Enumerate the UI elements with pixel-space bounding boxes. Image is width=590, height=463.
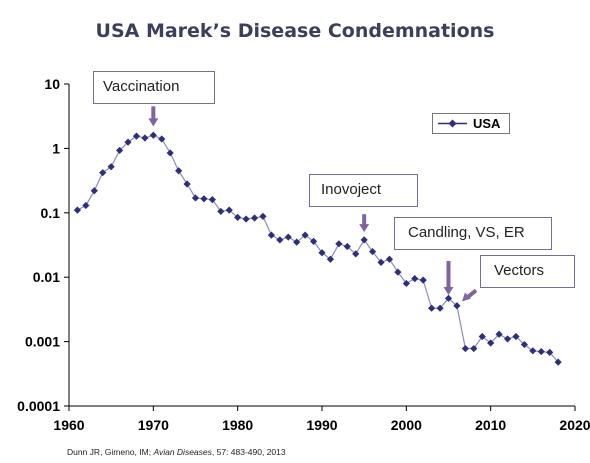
data-point xyxy=(175,167,183,175)
data-point xyxy=(309,237,318,245)
x-tick-label: 2010 xyxy=(475,417,506,433)
citation: Dunn JR, Gimeno, IM; Avian Diseases, 57:… xyxy=(67,447,286,457)
annotation-arrow-shaft xyxy=(151,106,156,120)
data-point xyxy=(554,358,562,366)
data-point xyxy=(411,275,419,283)
data-point xyxy=(208,196,216,204)
data-point xyxy=(107,163,115,171)
x-tick-label: 2000 xyxy=(391,417,422,433)
data-point xyxy=(360,236,368,244)
data-point xyxy=(419,276,427,284)
data-point xyxy=(335,240,343,248)
data-point xyxy=(116,146,124,155)
series-layer xyxy=(73,131,562,366)
citation-authors: Dunn JR, Gimeno, IM; xyxy=(67,447,154,457)
y-tick-label: 0.1 xyxy=(41,205,61,221)
data-point xyxy=(512,332,520,341)
y-tick-label: 10 xyxy=(44,76,60,92)
data-point xyxy=(276,236,284,244)
citation-journal: Avian Diseases xyxy=(153,447,212,457)
data-point xyxy=(191,194,200,202)
data-point xyxy=(478,332,486,341)
data-point xyxy=(301,231,309,239)
annotation-arrow-shaft xyxy=(446,260,451,288)
data-point xyxy=(90,187,98,195)
data-point xyxy=(259,212,267,220)
data-point xyxy=(242,215,250,223)
data-point xyxy=(158,135,166,143)
x-tick-label: 1960 xyxy=(53,417,84,433)
citation-details: , 57: 483-490, 2013 xyxy=(211,447,286,457)
data-point xyxy=(546,348,554,356)
x-tick-label: 2020 xyxy=(559,417,590,433)
annotation-arrows xyxy=(148,106,478,302)
data-point xyxy=(470,344,478,353)
annotation-inovoject: Inovoject xyxy=(309,174,418,207)
data-point xyxy=(293,238,301,246)
data-point xyxy=(250,214,259,222)
data-point xyxy=(352,250,360,258)
data-point xyxy=(234,213,242,221)
y-tick-label: 0.01 xyxy=(33,269,60,285)
tick-labels: 0.0001 0.001 0.01 0.1 1 10 1960 1970 1980 1990 200… xyxy=(17,76,590,433)
x-tick-label: 1980 xyxy=(222,417,253,433)
data-point xyxy=(529,347,537,355)
legend-label-usa: USA xyxy=(473,116,501,131)
data-point xyxy=(394,268,402,276)
annotation-arrow-head xyxy=(359,224,370,233)
data-point xyxy=(402,279,410,288)
data-point xyxy=(520,340,528,349)
data-point xyxy=(284,233,292,241)
data-point xyxy=(503,335,512,343)
annotation-candling: Candling, VS, ER xyxy=(394,217,552,250)
annotation-arrow-shaft xyxy=(362,214,367,226)
data-point xyxy=(99,169,107,177)
annotation-vectors: Vectors xyxy=(480,255,575,288)
x-tick-label: 1970 xyxy=(138,417,169,433)
data-point xyxy=(369,247,377,256)
chart-title: USA Marek’s Disease Condemnations xyxy=(95,20,495,42)
data-point xyxy=(428,304,436,312)
data-point xyxy=(444,294,453,302)
y-tick-label: 0.001 xyxy=(25,334,60,350)
data-point xyxy=(200,195,208,203)
data-point xyxy=(183,180,191,188)
data-point xyxy=(326,255,335,263)
legend-marker xyxy=(438,119,467,128)
annotation-arrow-head xyxy=(443,286,454,295)
data-point xyxy=(166,149,174,157)
annotation-arrow-head xyxy=(148,118,159,127)
data-point xyxy=(537,347,545,356)
data-point xyxy=(436,304,444,312)
data-point xyxy=(149,131,157,139)
data-point xyxy=(495,330,503,338)
legend: USA xyxy=(432,113,510,134)
data-point xyxy=(73,206,82,214)
y-tick-label: 1 xyxy=(52,140,60,156)
annotation-vaccination: Vaccination xyxy=(93,71,215,104)
data-point xyxy=(267,231,275,239)
annotation-arrow-head xyxy=(461,292,471,302)
x-tick-label: 1990 xyxy=(306,417,337,433)
data-point xyxy=(385,255,394,263)
data-point xyxy=(132,132,141,140)
data-point xyxy=(453,302,461,310)
data-point xyxy=(318,249,326,257)
data-point xyxy=(377,258,385,266)
data-point xyxy=(225,206,233,214)
y-tick-label: 0.0001 xyxy=(17,398,60,414)
data-point xyxy=(82,201,90,210)
data-point xyxy=(461,344,469,353)
data-point xyxy=(343,242,351,251)
data-point xyxy=(487,339,495,347)
data-point xyxy=(124,138,132,146)
data-point xyxy=(217,207,225,216)
series-line-usa xyxy=(77,134,559,363)
data-point xyxy=(141,134,149,142)
